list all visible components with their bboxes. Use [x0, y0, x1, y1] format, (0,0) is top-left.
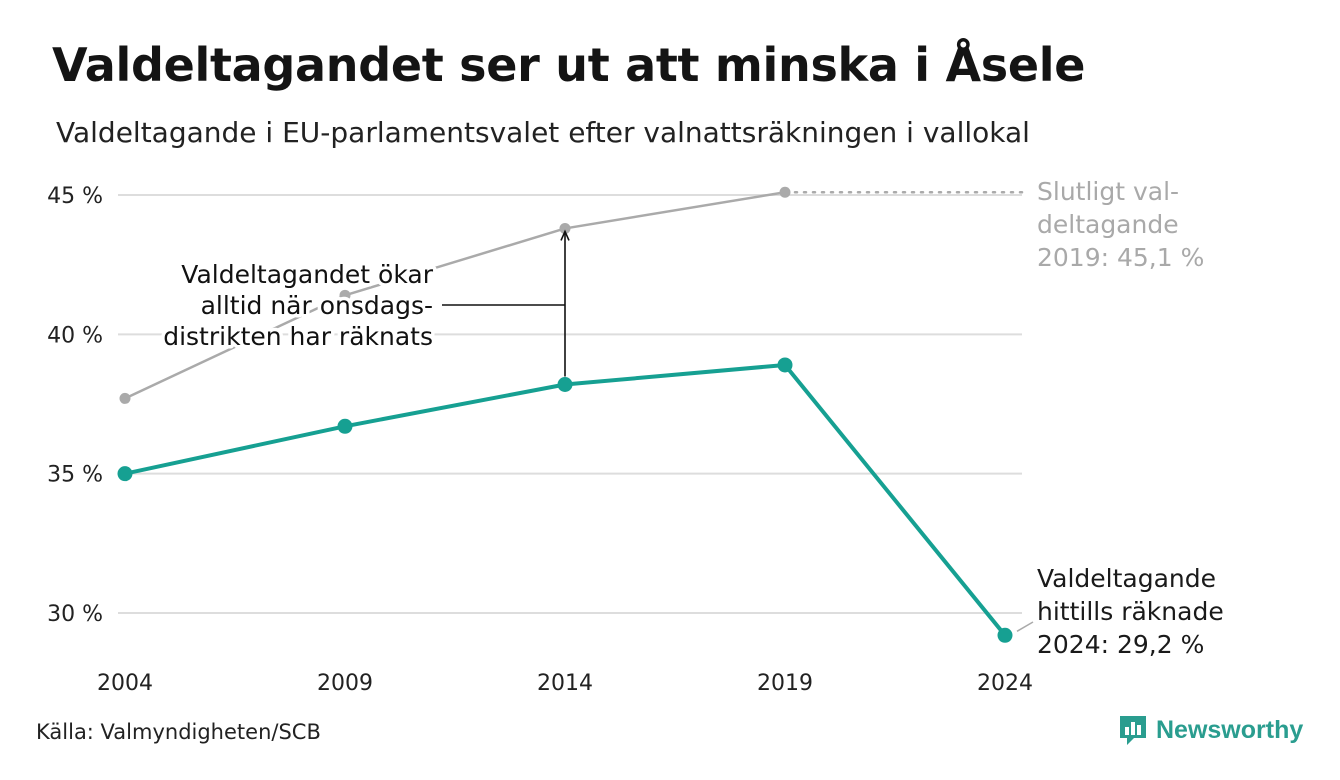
final-turnout-point [559, 222, 571, 234]
increase-annotation-halo: Valdeltagandet ökar [181, 260, 433, 289]
final-turnout-point [339, 289, 351, 301]
counted-turnout-annotation: 2024: 29,2 % [1037, 630, 1204, 659]
counted-turnout-annotation: hittills räknade [1037, 597, 1224, 626]
final-turnout-annotation: Slutligt val- [1037, 177, 1179, 206]
source-note: Källa: Valmyndigheten/SCB [36, 720, 321, 744]
counted-turnout-point [777, 357, 793, 373]
counted-annotation-connector [1016, 621, 1034, 632]
increase-annotation-halo: alltid när onsdags- [201, 291, 433, 320]
y-tick-label: 45 % [47, 184, 103, 209]
counted-turnout-point [337, 418, 353, 434]
counted-turnout-point [117, 466, 133, 482]
x-tick-label: 2019 [757, 671, 813, 696]
increase-annotation-halo: distrikten har räknats [163, 322, 433, 351]
x-tick-label: 2014 [537, 671, 593, 696]
counted-turnout-annotation: Valdeltagande [1037, 564, 1216, 593]
final-turnout-point [779, 186, 791, 198]
final-turnout-annotation: 2019: 45,1 % [1037, 243, 1204, 272]
increase-arrowhead [560, 229, 570, 241]
final-turnout-annotation: deltagande [1037, 210, 1179, 239]
x-tick-label: 2024 [977, 671, 1033, 696]
counted-turnout-line [124, 362, 1007, 637]
x-tick-label: 2004 [97, 671, 153, 696]
chart-title: Valdeltagandet ser ut att minska i Åsele [52, 38, 1086, 92]
x-tick-label: 2009 [317, 671, 373, 696]
increase-annotation: distrikten har räknats [163, 322, 433, 351]
chart-subtitle: Valdeltagande i EU-parlamentsvalet efter… [56, 116, 1030, 149]
final-turnout-line [124, 190, 786, 400]
y-tick-label: 30 % [47, 602, 103, 627]
newsworthy-logo-icon [1120, 716, 1146, 745]
final-turnout-point [119, 392, 131, 404]
newsworthy-logo: Newsworthy [1118, 714, 1303, 746]
y-tick-label: 35 % [47, 463, 103, 488]
increase-annotation: alltid när onsdags- [201, 291, 433, 320]
brand-name: Newsworthy [1156, 715, 1304, 744]
y-tick-label: 40 % [47, 323, 103, 348]
increase-annotation: Valdeltagandet ökar [181, 260, 433, 289]
counted-turnout-point [557, 376, 573, 392]
counted-turnout-point [997, 627, 1013, 643]
